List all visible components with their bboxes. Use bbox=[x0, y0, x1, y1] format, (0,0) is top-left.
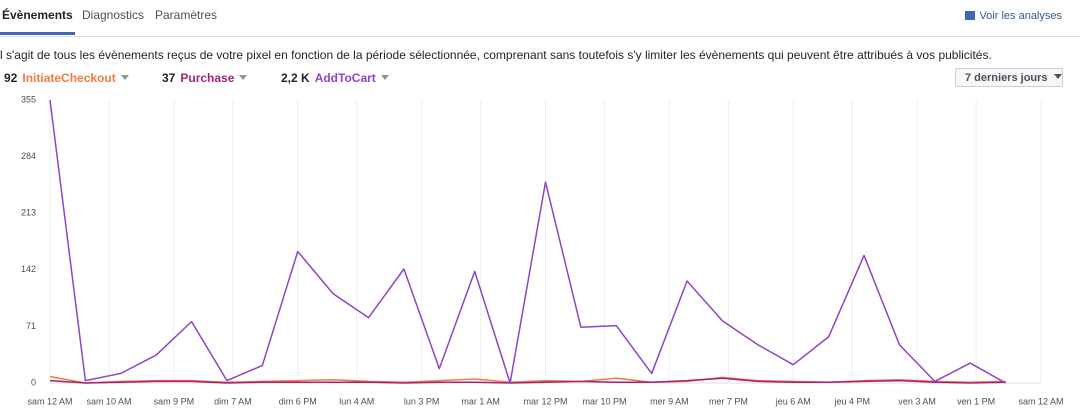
period-dropdown[interactable]: 7 derniers jours bbox=[955, 68, 1063, 87]
y-tick-label: 213 bbox=[21, 208, 36, 218]
y-tick-label: 284 bbox=[21, 151, 36, 161]
x-tick-label: mer 7 PM bbox=[709, 396, 748, 406]
tab[interactable]: Évènements bbox=[2, 8, 73, 22]
description: l s'agit de tous les évènements reçus de… bbox=[0, 48, 992, 62]
legend-label[interactable]: Purchase bbox=[180, 71, 235, 85]
legend-label[interactable]: AddToCart bbox=[314, 71, 376, 85]
legend-item[interactable]: 37 Purchase bbox=[162, 71, 248, 85]
caret bbox=[380, 75, 389, 80]
tab-bar: Évènements Diagnostics Paramètres Voir l… bbox=[0, 0, 1080, 37]
legend-total: 92 bbox=[4, 71, 18, 85]
series-line bbox=[49, 377, 1006, 384]
x-tick-label: jeu 6 AM bbox=[775, 396, 811, 406]
x-tick-label: sam 10 AM bbox=[86, 396, 131, 406]
chart: 0 71 142 213 284 355 sam 12 AM sam 10 AM sam 9 P… bbox=[21, 94, 1064, 406]
tab[interactable]: Paramètres bbox=[155, 8, 218, 22]
caret bbox=[239, 75, 248, 80]
x-tick-label: mar 1 AM bbox=[461, 396, 500, 406]
x-tick-label: mar 12 PM bbox=[523, 396, 567, 406]
y-tick-label: 142 bbox=[21, 264, 36, 274]
x-tick-label: lun 4 AM bbox=[339, 396, 374, 406]
x-tick-label: mar 10 PM bbox=[582, 396, 626, 406]
y-tick-label: 71 bbox=[26, 321, 36, 331]
x-tick-label: lun 3 PM bbox=[404, 396, 440, 406]
x-tick-label: ven 3 AM bbox=[898, 396, 936, 406]
x-tick-label: jeu 4 PM bbox=[833, 396, 870, 406]
legend-item[interactable]: 92 InitiateCheckout bbox=[4, 71, 129, 85]
tab-indicator bbox=[0, 32, 75, 35]
legend-total: 37 bbox=[162, 71, 176, 85]
dropdown-label[interactable]: 7 derniers jours bbox=[965, 72, 1048, 84]
x-tick-label: sam 12 AM bbox=[1018, 396, 1063, 406]
x-tick-label: mer 9 AM bbox=[650, 396, 689, 406]
x-tick-label: dim 7 AM bbox=[214, 396, 252, 406]
caret bbox=[1053, 74, 1062, 79]
legend-item[interactable]: 2,2 K AddToCart bbox=[281, 71, 389, 85]
caret bbox=[120, 75, 129, 80]
icon bbox=[965, 11, 976, 20]
legend-label[interactable]: InitiateCheckout bbox=[22, 71, 116, 85]
series-line bbox=[49, 99, 1006, 384]
y-tick-label: 355 bbox=[21, 94, 36, 104]
legend-total: 2,2 K bbox=[281, 71, 310, 85]
tab[interactable]: Diagnostics bbox=[82, 8, 145, 22]
analytics-link[interactable]: Voir les analyses bbox=[965, 10, 1062, 22]
x-tick-label: sam 12 AM bbox=[27, 396, 72, 406]
y-tick-label: 0 bbox=[31, 377, 36, 387]
x-tick-label: sam 9 PM bbox=[154, 396, 195, 406]
x-tick-label: ven 1 PM bbox=[957, 396, 995, 406]
x-tick-label: dim 6 PM bbox=[279, 396, 317, 406]
link-text[interactable]: Voir les analyses bbox=[979, 10, 1062, 22]
